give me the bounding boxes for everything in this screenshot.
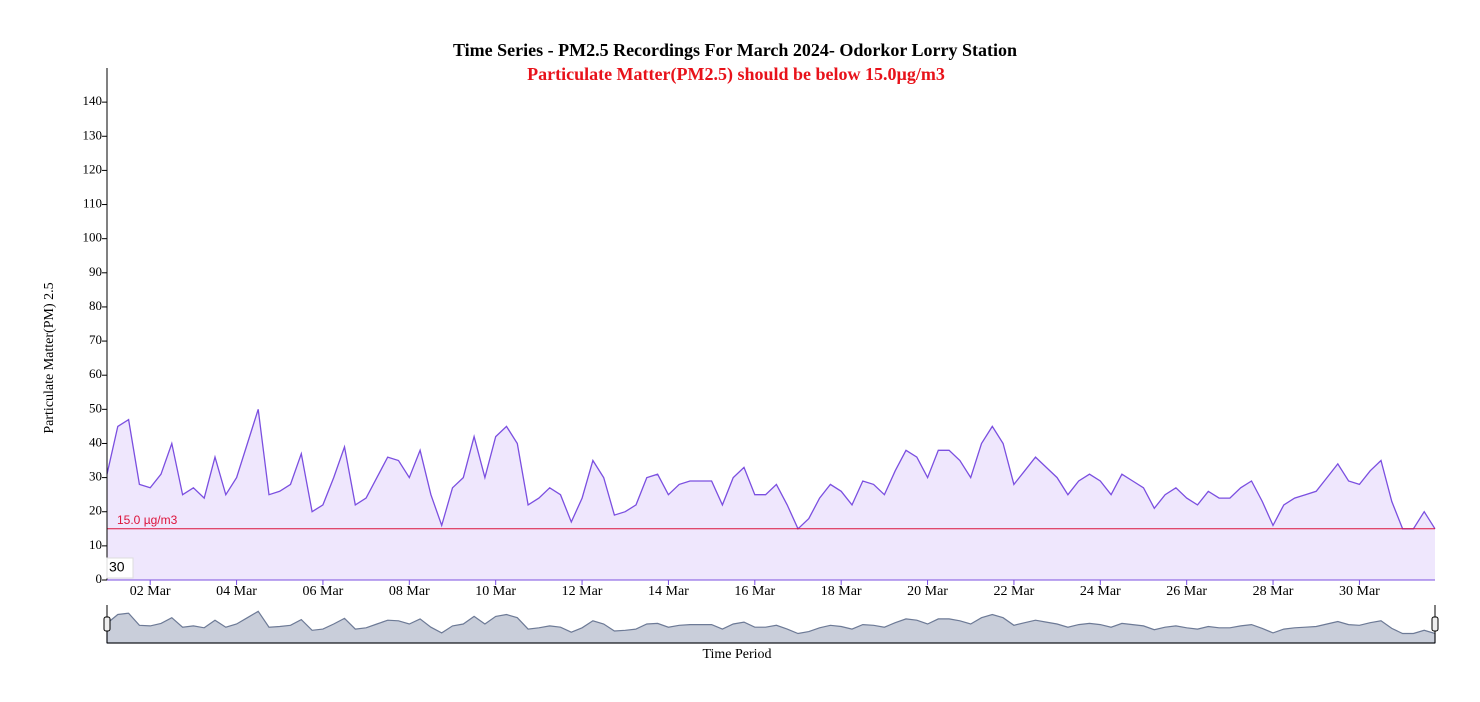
- y-tick-label: 120: [83, 161, 103, 176]
- x-tick-label: 26 Mar: [1166, 584, 1207, 599]
- y-tick-label: 30: [89, 469, 102, 484]
- x-tick-label: 06 Mar: [303, 584, 344, 599]
- y-tick-label: 70: [89, 332, 102, 347]
- y-tick-label: 110: [83, 196, 102, 211]
- x-tick-label: 22 Mar: [994, 584, 1035, 599]
- threshold-label: 15.0 µg/m3: [117, 513, 178, 527]
- y-axis-label: Particulate Matter(PM) 2.5: [42, 282, 57, 433]
- y-tick-label: 20: [89, 503, 102, 518]
- y-tick-label: 100: [83, 230, 103, 245]
- y-tick-label: 90: [89, 264, 102, 279]
- y-tick-label: 130: [83, 127, 103, 142]
- x-tick-label: 18 Mar: [821, 584, 862, 599]
- x-tick-label: 28 Mar: [1253, 584, 1294, 599]
- chart-subtitle: Particulate Matter(PM2.5) should be belo…: [527, 64, 945, 85]
- y-tick-label: 60: [89, 366, 102, 381]
- x-tick-label: 16 Mar: [734, 584, 775, 599]
- y-tick-label: 40: [89, 434, 102, 449]
- x-tick-label: 10 Mar: [475, 584, 516, 599]
- x-tick-label: 30 Mar: [1339, 584, 1380, 599]
- x-tick-label: 20 Mar: [907, 584, 948, 599]
- y-tick-label: 50: [89, 400, 102, 415]
- brush[interactable]: [103, 605, 1439, 644]
- corner-label: 30: [109, 559, 125, 575]
- x-axis-label: Time Period: [702, 647, 771, 662]
- area-fill: [107, 409, 1435, 580]
- x-tick-label: 24 Mar: [1080, 584, 1121, 599]
- brush-area-fill: [106, 610, 1436, 644]
- x-tick-label: 12 Mar: [562, 584, 603, 599]
- x-tick-label: 04 Mar: [216, 584, 257, 599]
- x-tick-label: 14 Mar: [648, 584, 689, 599]
- x-tick-label: 08 Mar: [389, 584, 430, 599]
- data-line: [106, 409, 1436, 530]
- chart-title: Time Series - PM2.5 Recordings For March…: [453, 40, 1017, 60]
- brush-handle[interactable]: [103, 616, 111, 632]
- corner-label-box: [106, 557, 134, 579]
- brush-handle[interactable]: [1431, 616, 1439, 632]
- x-tick-label: 02 Mar: [130, 584, 171, 599]
- y-tick-label: 10: [89, 537, 102, 552]
- y-tick-label: 80: [89, 298, 102, 313]
- y-tick-label: 140: [83, 93, 103, 108]
- y-tick-label: 0: [96, 571, 103, 586]
